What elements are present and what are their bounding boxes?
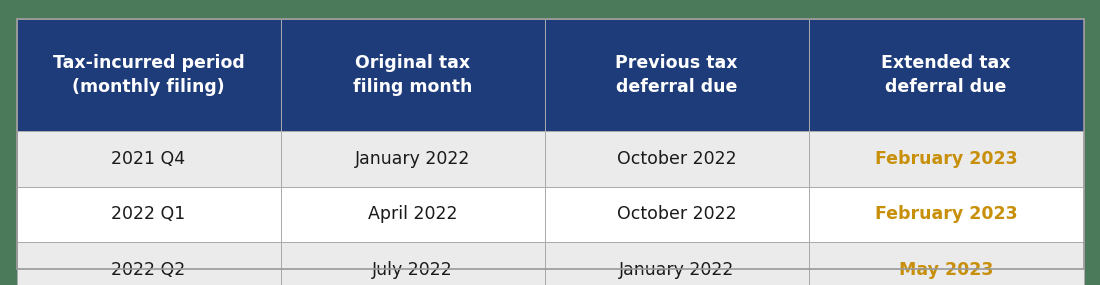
Text: February 2023: February 2023 <box>874 205 1018 223</box>
Text: July 2022: July 2022 <box>372 261 453 279</box>
FancyBboxPatch shape <box>544 131 808 187</box>
FancyBboxPatch shape <box>544 19 808 131</box>
FancyBboxPatch shape <box>280 242 544 285</box>
FancyBboxPatch shape <box>808 131 1084 187</box>
FancyBboxPatch shape <box>544 242 808 285</box>
FancyBboxPatch shape <box>280 19 544 131</box>
FancyBboxPatch shape <box>280 131 544 187</box>
Text: Original tax
filing month: Original tax filing month <box>353 54 472 95</box>
Text: January 2022: January 2022 <box>355 150 470 168</box>
FancyBboxPatch shape <box>16 19 1084 269</box>
Text: Previous tax
deferral due: Previous tax deferral due <box>615 54 738 95</box>
FancyBboxPatch shape <box>16 19 280 131</box>
Text: October 2022: October 2022 <box>617 205 736 223</box>
FancyBboxPatch shape <box>808 242 1084 285</box>
FancyBboxPatch shape <box>16 242 280 285</box>
Text: October 2022: October 2022 <box>617 150 736 168</box>
Text: 2022 Q1: 2022 Q1 <box>111 205 186 223</box>
FancyBboxPatch shape <box>808 19 1084 131</box>
FancyBboxPatch shape <box>16 187 280 242</box>
Text: February 2023: February 2023 <box>874 150 1018 168</box>
FancyBboxPatch shape <box>280 187 544 242</box>
Text: 2021 Q4: 2021 Q4 <box>111 150 186 168</box>
FancyBboxPatch shape <box>808 187 1084 242</box>
Text: Tax-incurred period
(monthly filing): Tax-incurred period (monthly filing) <box>53 54 244 95</box>
FancyBboxPatch shape <box>16 131 280 187</box>
Text: May 2023: May 2023 <box>899 261 993 279</box>
FancyBboxPatch shape <box>544 187 808 242</box>
Text: Extended tax
deferral due: Extended tax deferral due <box>881 54 1011 95</box>
Text: January 2022: January 2022 <box>619 261 734 279</box>
Text: April 2022: April 2022 <box>367 205 458 223</box>
Text: 2022 Q2: 2022 Q2 <box>111 261 186 279</box>
